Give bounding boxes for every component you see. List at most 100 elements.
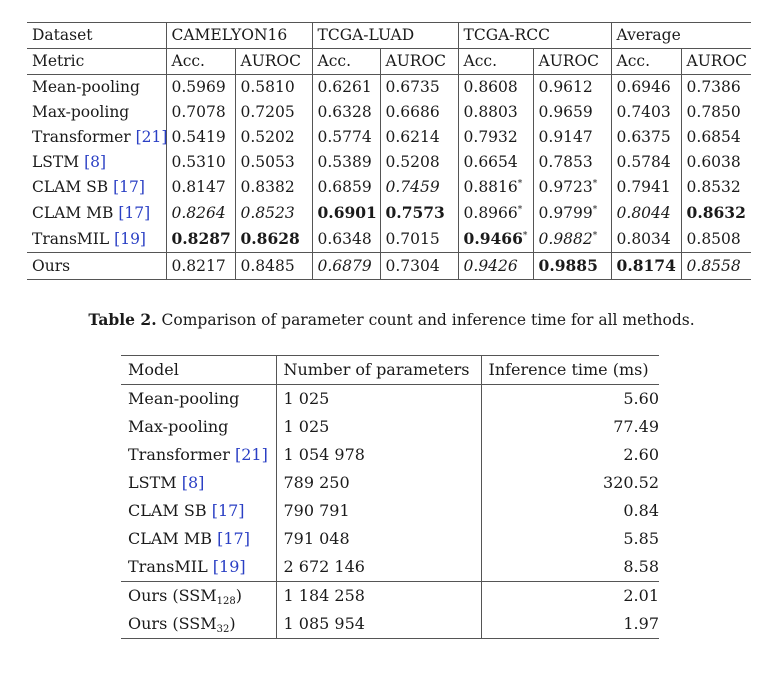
method-label: CLAM SB xyxy=(32,178,109,196)
value-text: 0.5310 xyxy=(171,153,226,171)
metric-value: 0.6348 xyxy=(311,226,381,253)
inference-time: 1.97 xyxy=(480,610,659,639)
metric-value: 0.6859 xyxy=(311,175,381,200)
metric-value: 0.6375 xyxy=(610,125,682,150)
value-text: 0.6348 xyxy=(317,229,372,248)
method-name: Transformer [21] xyxy=(27,125,168,150)
value-text: 0.8523 xyxy=(240,203,295,222)
metric-value: 0.8628 xyxy=(234,226,313,253)
metric-value: 0.7015 xyxy=(379,226,459,253)
table-row: Max-pooling 1 025 77.49 xyxy=(121,413,659,441)
time-value: 0.84 xyxy=(623,501,659,520)
metric-label: Metric xyxy=(27,48,166,75)
inference-time: 2.01 xyxy=(480,581,659,610)
param-count: 2 672 146 xyxy=(275,553,481,582)
metric-value: 0.5810 xyxy=(234,74,313,100)
table-row: LSTM [8] 789 250 320.52 xyxy=(121,469,659,497)
asterisk-mark: * xyxy=(592,204,598,215)
metric-value: 0.8816* xyxy=(457,175,534,200)
table-row: LSTM [8] 0.5310 0.5053 0.5389 0.5208 0.6654 0.… xyxy=(27,150,752,175)
metric-value: 0.8532 xyxy=(680,175,752,200)
table-row-ours: Ours (SSM32) 1 085 954 1.97 xyxy=(121,610,659,639)
metric-value: 0.8608 xyxy=(457,74,534,100)
model-header: Model xyxy=(121,355,276,385)
time-value: 1.97 xyxy=(623,614,659,633)
value-text: 0.8532 xyxy=(686,178,741,196)
metric-value: 0.7304 xyxy=(379,252,459,280)
metric-value: 0.7941 xyxy=(610,175,682,200)
dataset-header-row: Dataset CAMELYON16 TCGA-LUAD TCGA-RCC Av… xyxy=(27,22,752,49)
metric-value: 0.5784 xyxy=(610,150,682,175)
metric-value: 0.6854 xyxy=(680,125,752,150)
value-text: 0.8044 xyxy=(616,203,671,222)
metric-value: 0.5053 xyxy=(234,150,313,175)
citation-link[interactable]: [21] xyxy=(234,445,268,464)
time-header: Inference time (ms) xyxy=(480,355,659,385)
citation-link[interactable]: [8] xyxy=(84,153,107,171)
inference-time: 0.84 xyxy=(480,497,659,525)
value-text: 0.8382 xyxy=(240,178,295,196)
param-count: 1 025 xyxy=(275,413,481,441)
metric-value: 0.8287 xyxy=(165,226,235,253)
metric-value: 0.6946 xyxy=(610,74,682,100)
value-text: 0.7850 xyxy=(686,103,741,121)
value-text: 0.7853 xyxy=(538,153,593,171)
metric-header: AUROC xyxy=(234,48,313,75)
inference-time: 5.85 xyxy=(480,525,659,553)
metric-value: 0.9612 xyxy=(532,74,612,100)
inference-time: 320.52 xyxy=(480,469,659,497)
table-row: TransMIL [19] 0.8287 0.8628 0.6348 0.7015 0.9… xyxy=(27,226,752,253)
table-row: Mean-pooling 1 025 5.60 xyxy=(121,384,659,413)
metric-value: 0.5774 xyxy=(311,125,381,150)
metric-value: 0.6654 xyxy=(457,150,534,175)
value-text: 0.8034 xyxy=(616,229,671,248)
value-text: 0.7304 xyxy=(385,256,440,275)
value-text: 0.6375 xyxy=(616,128,671,146)
table-row: CLAM MB [17] 0.8264 0.8523 0.6901 0.7573 0.89… xyxy=(27,200,752,226)
value-text: 0.6946 xyxy=(616,78,671,96)
citation-link[interactable]: [19] xyxy=(212,557,246,576)
value-text: 0.5389 xyxy=(317,153,372,171)
value-text: 0.5784 xyxy=(616,153,671,171)
citation-link[interactable]: [21] xyxy=(135,128,168,146)
metric-header-row: Metric Acc. AUROC Acc. AUROC Acc. AUROC … xyxy=(27,48,752,75)
metric-value: 0.6038 xyxy=(680,150,752,175)
time-value: 77.49 xyxy=(613,417,659,436)
citation-link[interactable]: [19] xyxy=(114,229,146,248)
citation-link[interactable]: [17] xyxy=(118,203,151,222)
value-text: 0.8508 xyxy=(686,229,741,248)
metric-value: 0.9147 xyxy=(532,125,612,150)
citation-link[interactable]: [17] xyxy=(211,501,245,520)
model-label: Transformer xyxy=(128,445,230,464)
method-label: Transformer xyxy=(32,128,131,146)
method-name: CLAM SB [17] xyxy=(27,175,166,200)
time-value: 8.58 xyxy=(623,557,659,576)
model-name: Ours (SSM128) xyxy=(121,581,276,610)
method-name: LSTM [8] xyxy=(27,150,166,175)
method-label: CLAM MB xyxy=(32,203,114,222)
model-label: Mean-pooling xyxy=(128,389,240,408)
metric-value: 0.6328 xyxy=(311,100,381,125)
metric-value: 0.6901 xyxy=(311,200,381,226)
method-name: Ours xyxy=(27,252,166,280)
param-count: 1 085 954 xyxy=(275,610,481,639)
citation-link[interactable]: [8] xyxy=(181,473,205,492)
model-label: CLAM MB xyxy=(128,529,213,548)
method-label: Ours xyxy=(32,256,71,275)
value-text: 0.8147 xyxy=(171,178,226,196)
metric-value: 0.8803 xyxy=(457,100,534,125)
model-close: ) xyxy=(229,614,236,633)
citation-link[interactable]: [17] xyxy=(217,529,250,548)
dataset-average: Average xyxy=(610,22,752,49)
value-text: 0.8558 xyxy=(686,256,741,275)
metric-value: 0.8217 xyxy=(165,252,235,280)
table-row: Transformer [21] 0.5419 0.5202 0.5774 0.6214… xyxy=(27,125,752,150)
metric-value: 0.7853 xyxy=(532,150,612,175)
value-text: 0.5053 xyxy=(240,153,295,171)
params-header: Number of parameters xyxy=(275,355,481,385)
metric-value: 0.7386 xyxy=(680,74,752,100)
metric-value: 0.8382 xyxy=(234,175,313,200)
metric-value: 0.7573 xyxy=(379,200,459,226)
citation-link[interactable]: [17] xyxy=(113,178,145,196)
metric-value: 0.5389 xyxy=(311,150,381,175)
